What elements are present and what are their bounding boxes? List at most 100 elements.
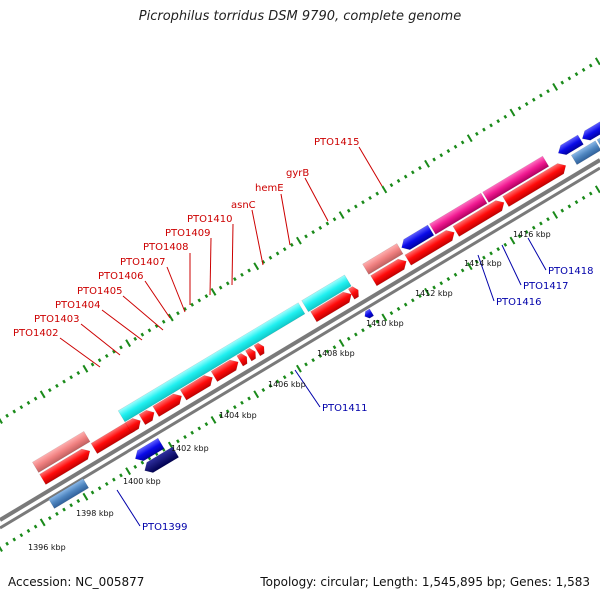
tick-mark: [125, 339, 132, 348]
tick-mark: [240, 400, 244, 405]
tick-mark: [176, 311, 180, 316]
tick-mark: [381, 185, 388, 194]
tick-mark: [247, 396, 251, 401]
tick-mark: [90, 362, 95, 367]
tick-mark: [418, 294, 422, 299]
gene-feature: [245, 347, 256, 362]
tick-mark: [574, 72, 579, 77]
tick-mark: [12, 537, 17, 542]
gene-feature: [401, 224, 435, 250]
tick-mark: [439, 281, 444, 286]
tick-mark: [69, 375, 74, 380]
tick-mark: [289, 370, 294, 375]
gene-label: PTO1417: [523, 281, 568, 292]
tick-mark: [460, 140, 465, 145]
tick-mark: [218, 413, 223, 418]
gene-feature: [429, 192, 488, 235]
gene-feature: [301, 274, 352, 313]
tick-mark: [190, 302, 195, 307]
tick-mark: [325, 221, 330, 226]
tick-mark: [489, 123, 493, 128]
lower-tick-track: [0, 185, 600, 552]
scale-label: 1396 kbp: [28, 543, 66, 552]
tick-mark: [47, 388, 52, 393]
tick-mark: [574, 200, 579, 205]
tick-mark: [389, 183, 394, 188]
label-leader-lines: [59, 146, 547, 527]
tick-mark: [140, 332, 145, 337]
tick-mark: [183, 434, 187, 439]
tick-mark: [318, 225, 323, 230]
tick-mark: [97, 358, 102, 363]
tick-mark: [539, 93, 543, 98]
tick-mark: [403, 302, 408, 307]
gene-feature: [32, 430, 91, 473]
leader-line: [294, 369, 321, 408]
tick-mark: [119, 345, 123, 350]
tick-mark: [240, 272, 244, 277]
scale-labels: 1396 kbp 1398 kbp 1400 kbp 1402 kbp 1404…: [28, 230, 551, 552]
gene-label: PTO1416: [496, 297, 541, 308]
tick-mark: [261, 260, 266, 264]
tick-mark: [33, 396, 38, 401]
tick-mark: [62, 379, 66, 384]
tick-mark: [218, 285, 223, 290]
gene-label: PTO1404: [55, 300, 100, 311]
tick-mark: [125, 467, 132, 476]
tick-mark: [368, 195, 372, 200]
gene-feature: [404, 230, 455, 266]
tick-mark: [311, 358, 316, 363]
tick-mark: [55, 511, 59, 516]
leader-line: [280, 193, 291, 246]
gene-feature: [310, 291, 352, 323]
tick-mark: [90, 490, 95, 495]
scale-label: 1400 kbp: [123, 477, 161, 486]
tick-mark: [247, 268, 251, 273]
tick-mark: [424, 159, 430, 168]
tick-mark: [560, 80, 565, 85]
scale-label: 1406 kbp: [268, 380, 306, 389]
gene-feature: [502, 163, 567, 208]
genome-backbone: [0, 158, 600, 530]
tick-mark: [524, 230, 529, 234]
tick-mark: [119, 473, 123, 478]
tick-mark: [410, 298, 415, 303]
gene-label: PTO1402: [13, 328, 58, 339]
genome-summary-text: Topology: circular; Length: 1,545,895 bp…: [260, 575, 590, 589]
tick-mark: [396, 178, 401, 183]
tick-mark: [69, 503, 74, 508]
tick-mark: [453, 272, 458, 277]
tick-mark: [346, 336, 351, 341]
tick-mark: [82, 364, 89, 373]
scale-label: 1416 kbp: [513, 230, 551, 239]
tick-mark: [354, 332, 358, 337]
tick-mark: [338, 211, 345, 219]
tick-mark: [453, 144, 458, 149]
tick-mark: [368, 323, 372, 328]
tick-mark: [39, 518, 46, 527]
tick-mark: [296, 236, 302, 245]
tick-mark: [204, 422, 209, 427]
tick-mark: [446, 276, 451, 281]
tick-mark: [531, 225, 536, 230]
tick-mark: [197, 426, 202, 431]
gene-label: PTO1409: [165, 228, 210, 239]
leader-line: [80, 323, 121, 356]
tick-mark: [225, 409, 230, 414]
tick-mark: [496, 119, 501, 124]
gene-label: PTO1410: [187, 214, 232, 225]
tick-mark: [154, 324, 159, 329]
tick-mark: [509, 236, 516, 245]
tick-mark: [197, 298, 202, 303]
tick-mark: [82, 492, 89, 501]
gene-feature: [582, 118, 600, 141]
tick-mark: [104, 481, 109, 486]
tick-mark: [140, 460, 145, 465]
tick-mark: [567, 76, 572, 81]
tick-mark: [210, 287, 217, 296]
gene-feature: [48, 478, 90, 509]
gene-feature: [253, 342, 265, 357]
tick-mark: [5, 541, 9, 546]
leader-line: [358, 146, 383, 187]
